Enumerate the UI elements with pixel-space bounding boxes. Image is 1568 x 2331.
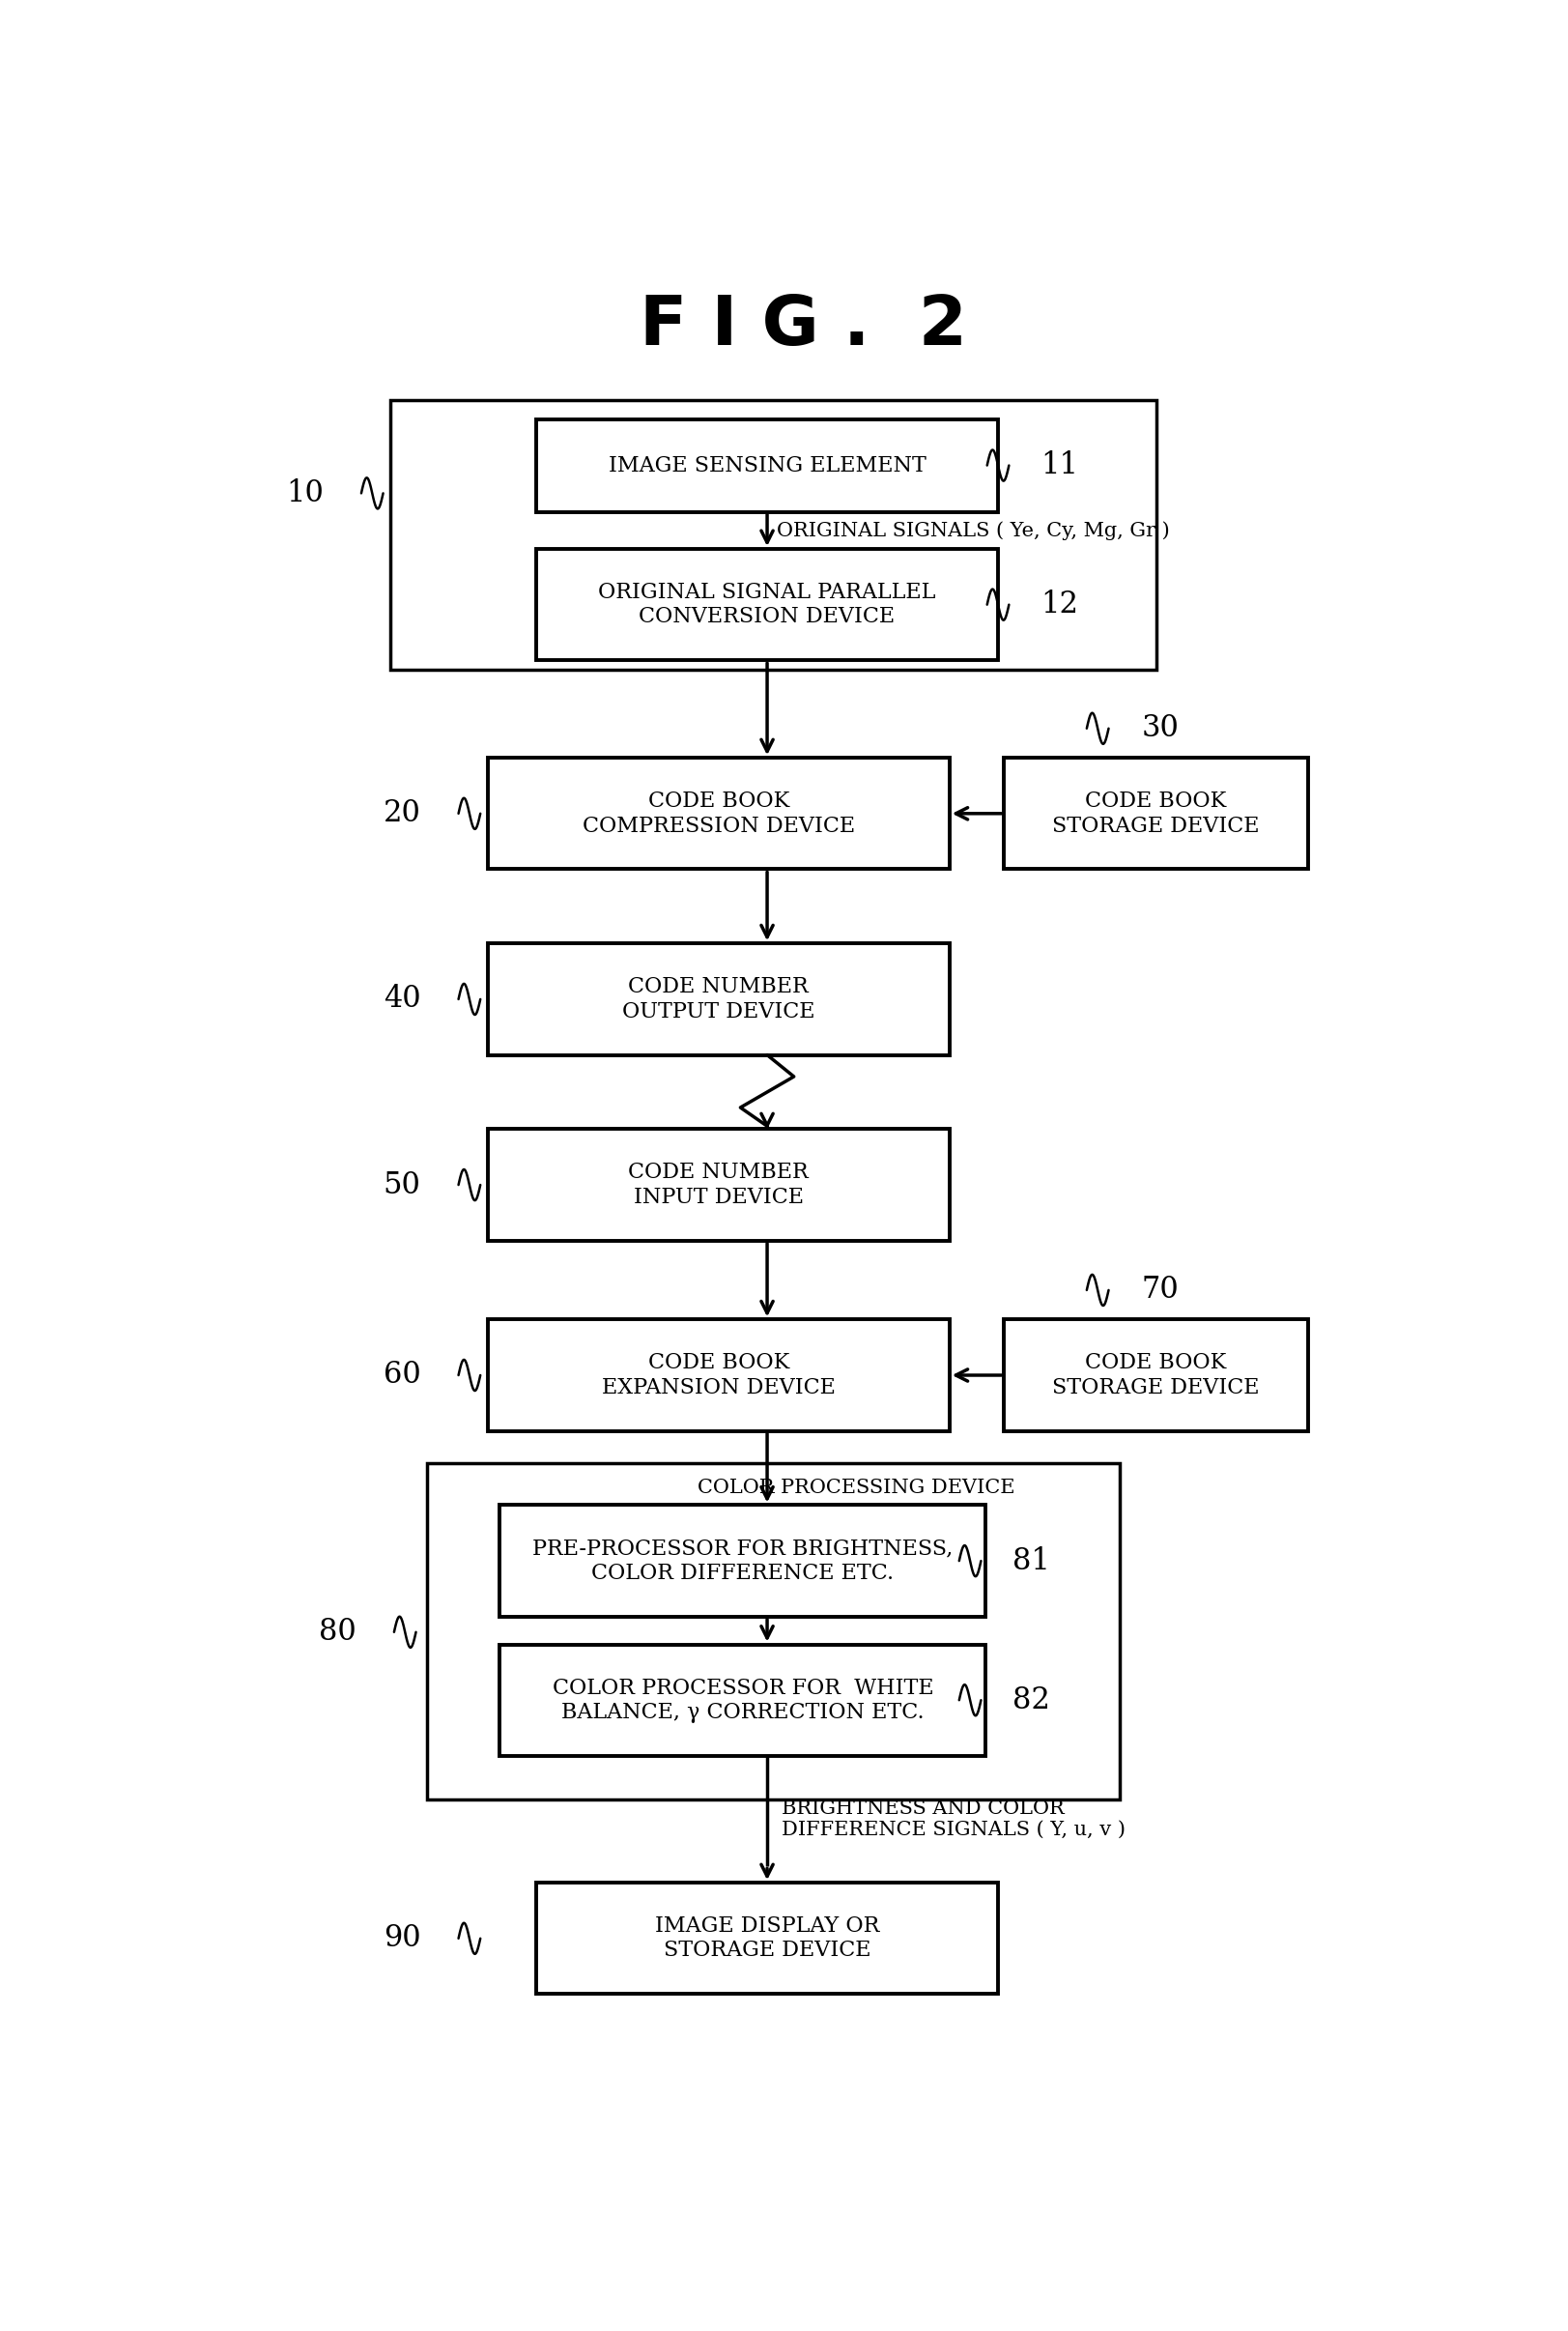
Text: CODE BOOK
STORAGE DEVICE: CODE BOOK STORAGE DEVICE xyxy=(1052,790,1259,837)
Text: CODE NUMBER
OUTPUT DEVICE: CODE NUMBER OUTPUT DEVICE xyxy=(622,977,815,1021)
Text: ORIGINAL SIGNAL PARALLEL
CONVERSION DEVICE: ORIGINAL SIGNAL PARALLEL CONVERSION DEVI… xyxy=(599,583,936,627)
Text: 70: 70 xyxy=(1142,1275,1179,1305)
Text: 80: 80 xyxy=(318,1618,356,1648)
Text: IMAGE DISPLAY OR
STORAGE DEVICE: IMAGE DISPLAY OR STORAGE DEVICE xyxy=(655,1916,880,1960)
FancyBboxPatch shape xyxy=(500,1506,986,1618)
FancyBboxPatch shape xyxy=(390,401,1156,669)
FancyBboxPatch shape xyxy=(500,1643,986,1755)
Text: 30: 30 xyxy=(1142,713,1179,744)
FancyBboxPatch shape xyxy=(536,548,999,660)
Text: 90: 90 xyxy=(384,1923,420,1953)
Text: 20: 20 xyxy=(383,800,420,828)
Text: CODE BOOK
EXPANSION DEVICE: CODE BOOK EXPANSION DEVICE xyxy=(602,1352,836,1399)
Text: CODE BOOK
COMPRESSION DEVICE: CODE BOOK COMPRESSION DEVICE xyxy=(582,790,855,837)
Text: 40: 40 xyxy=(384,984,420,1014)
FancyBboxPatch shape xyxy=(536,1883,999,1993)
Text: CODE BOOK
STORAGE DEVICE: CODE BOOK STORAGE DEVICE xyxy=(1052,1352,1259,1399)
Text: 50: 50 xyxy=(383,1170,420,1200)
FancyBboxPatch shape xyxy=(488,1128,950,1240)
Text: 60: 60 xyxy=(383,1361,420,1389)
Text: ORIGINAL SIGNALS ( Ye, Cy, Mg, Gr ): ORIGINAL SIGNALS ( Ye, Cy, Mg, Gr ) xyxy=(776,520,1170,541)
Text: 11: 11 xyxy=(1041,450,1079,480)
Text: COLOR PROCESSING DEVICE: COLOR PROCESSING DEVICE xyxy=(698,1478,1014,1497)
FancyBboxPatch shape xyxy=(488,1319,950,1431)
Text: PRE-PROCESSOR FOR BRIGHTNESS,
COLOR DIFFERENCE ETC.: PRE-PROCESSOR FOR BRIGHTNESS, COLOR DIFF… xyxy=(533,1538,953,1583)
FancyBboxPatch shape xyxy=(488,944,950,1056)
FancyBboxPatch shape xyxy=(1004,758,1308,869)
Text: CODE NUMBER
INPUT DEVICE: CODE NUMBER INPUT DEVICE xyxy=(629,1161,809,1207)
FancyBboxPatch shape xyxy=(536,420,999,513)
Text: COLOR PROCESSOR FOR  WHITE
BALANCE, γ CORRECTION ETC.: COLOR PROCESSOR FOR WHITE BALANCE, γ COR… xyxy=(552,1678,933,1723)
Text: F I G .  2: F I G . 2 xyxy=(640,294,967,359)
Text: 82: 82 xyxy=(1013,1685,1051,1716)
Text: BRIGHTNESS AND COLOR
DIFFERENCE SIGNALS ( Y, u, v ): BRIGHTNESS AND COLOR DIFFERENCE SIGNALS … xyxy=(782,1800,1126,1839)
Text: 12: 12 xyxy=(1041,590,1079,620)
Text: 10: 10 xyxy=(285,478,323,508)
FancyBboxPatch shape xyxy=(426,1464,1120,1800)
FancyBboxPatch shape xyxy=(488,758,950,869)
Text: IMAGE SENSING ELEMENT: IMAGE SENSING ELEMENT xyxy=(608,455,927,476)
FancyBboxPatch shape xyxy=(1004,1319,1308,1431)
Text: 81: 81 xyxy=(1013,1545,1051,1576)
